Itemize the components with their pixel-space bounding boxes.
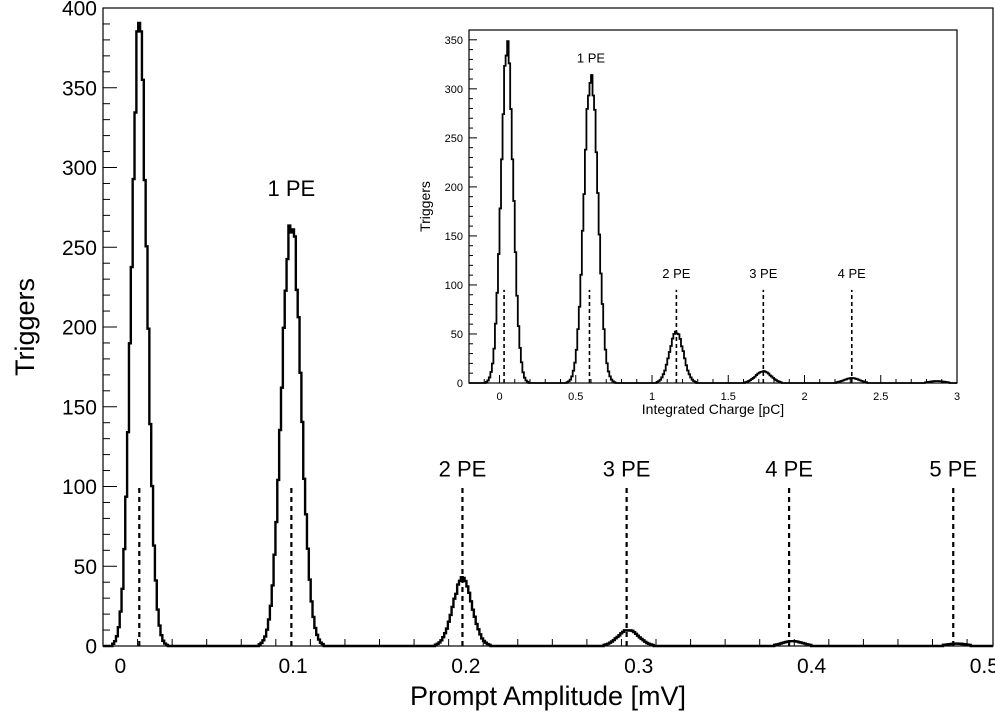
main-x-tick-label: 0.2 xyxy=(451,655,480,678)
main-frame xyxy=(102,7,994,647)
main-x-axis-label: Prompt Amplitude [mV] xyxy=(410,681,686,711)
main-y-tick-label: 100 xyxy=(62,476,97,499)
main-y-tick-label: 200 xyxy=(62,317,97,340)
inset-marker-label: 4 PE xyxy=(838,266,867,281)
main-y-tick-label: 250 xyxy=(62,237,97,260)
main-annotation: 1 PE xyxy=(268,176,316,201)
main-y-tick-label: 400 xyxy=(62,0,97,21)
main-y-tick-label: 350 xyxy=(62,77,97,100)
inset-y-tick-label: 100 xyxy=(445,280,463,292)
inset-x-tick-label: 2.5 xyxy=(873,391,888,403)
main-marker-label: 5 PE xyxy=(929,457,977,482)
main-y-tick-label: 0 xyxy=(85,636,97,659)
inset-chart: 0 0.5 1 1.5 2 2.5 3 0 50 100 150 200 250 300 350 Integr… xyxy=(417,29,960,417)
inset-x-tick-label: 1.5 xyxy=(721,391,736,403)
inset-y-tick-label: 0 xyxy=(457,378,463,390)
main-marker-label: 4 PE xyxy=(765,457,813,482)
inset-marker-label: 3 PE xyxy=(749,266,778,281)
inset-x-tick-label: 1 xyxy=(649,391,655,403)
main-y-tick-label: 300 xyxy=(62,157,97,180)
inset-x-axis-label: Integrated Charge [pC] xyxy=(642,401,784,417)
main-x-tick-label: 0 xyxy=(114,655,126,678)
main-chart: 0 0.1 0.2 0.3 0.4 0.5050100150200250300350400… xyxy=(10,0,995,711)
inset-x-tick-label: 0 xyxy=(496,391,502,403)
inset-x-tick-label: 0.5 xyxy=(568,391,583,403)
inset-y-tick-label: 350 xyxy=(445,35,463,47)
inset-x-tick-label: 3 xyxy=(954,391,960,403)
inset-marker-label: 2 PE xyxy=(662,266,691,281)
main-x-tick-label: 0.5 xyxy=(970,655,995,678)
main-y-axis-label: Triggers xyxy=(10,278,40,376)
inset-y-tick-label: 250 xyxy=(445,133,463,145)
main-y-tick-label: 150 xyxy=(62,396,97,419)
main-y-tick-label: 50 xyxy=(74,556,97,579)
main-marker-label: 3 PE xyxy=(603,457,651,482)
inset-y-tick-label: 300 xyxy=(445,84,463,96)
inset-y-axis-label: Triggers xyxy=(417,181,433,232)
main-x-tick-label: 0.3 xyxy=(624,655,653,678)
inset-y-tick-label: 200 xyxy=(445,182,463,194)
inset-y-tick-label: 150 xyxy=(445,231,463,243)
inset-y-tick-label: 50 xyxy=(451,329,463,341)
inset-x-tick-label: 2 xyxy=(801,391,807,403)
main-marker-label: 2 PE xyxy=(439,457,487,482)
inset-frame xyxy=(468,29,958,384)
main-x-tick-label: 0.1 xyxy=(278,655,307,678)
main-histogram-series xyxy=(103,21,993,648)
inset-histogram-series xyxy=(469,40,957,384)
main-x-tick-label: 0.4 xyxy=(797,655,827,678)
inset-annotation: 1 PE xyxy=(577,50,606,65)
